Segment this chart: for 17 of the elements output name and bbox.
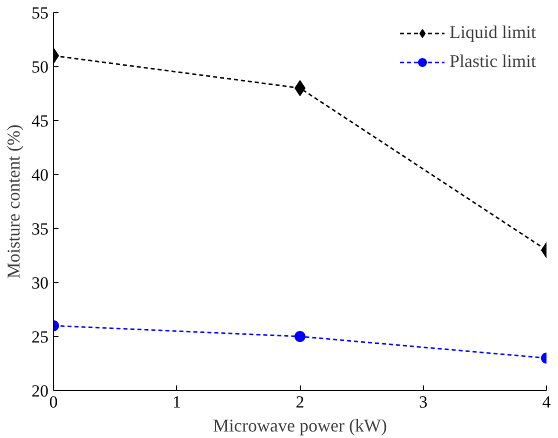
y-tick-label: 40 — [32, 166, 48, 184]
y-axis-title: Moisture content (%) — [4, 124, 24, 278]
x-tick-label: 1 — [172, 392, 181, 412]
y-tick-label: 25 — [32, 328, 48, 346]
x-axis-title: Microwave power (kW) — [213, 416, 387, 436]
y-tick-label: 35 — [32, 220, 48, 238]
y-tick-label: 30 — [32, 274, 48, 292]
x-tick-label: 0 — [49, 392, 58, 412]
y-tick-label: 20 — [32, 382, 48, 400]
x-tick-label: 4 — [542, 392, 552, 412]
legend-label: Liquid limit — [449, 22, 536, 43]
legend-label: Plastic limit — [449, 51, 536, 72]
x-tick-label: 2 — [296, 392, 304, 412]
x-tick-label: 3 — [419, 392, 428, 412]
y-tick-label: 50 — [32, 58, 48, 76]
y-tick-label: 55 — [32, 4, 48, 22]
y-tick-label: 45 — [32, 112, 48, 130]
